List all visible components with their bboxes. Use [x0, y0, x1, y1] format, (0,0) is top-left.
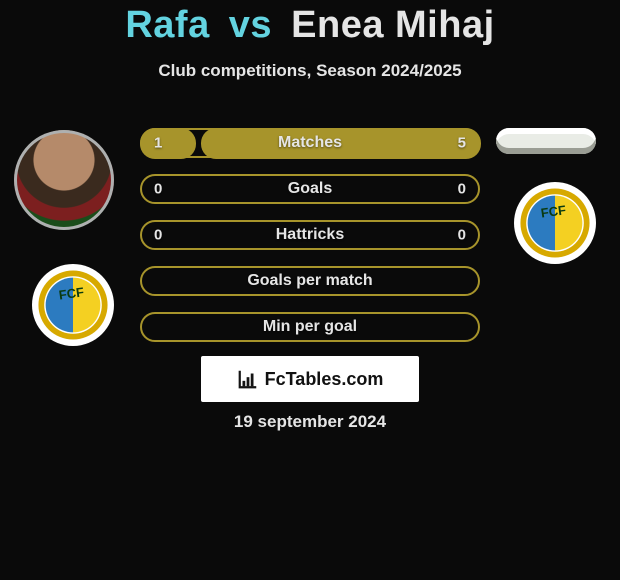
stat-value-right: 0 [458, 227, 466, 244]
date-text: 19 september 2024 [4, 412, 616, 432]
stat-row: 0 0 Hattricks [140, 220, 480, 250]
stat-value-right: 0 [458, 181, 466, 198]
player2-club-badge: FCF [514, 182, 596, 264]
stat-row: Goals per match [140, 266, 480, 296]
stat-row: 1 5 Matches [140, 128, 480, 158]
player2-avatar [496, 128, 596, 154]
stat-label: Min per goal [263, 318, 357, 336]
site-badge: FcTables.com [201, 356, 419, 402]
stats-panel: 1 5 Matches 0 0 Goals 0 0 Hattricks Goals per mat… [140, 128, 480, 358]
chart-icon [237, 368, 259, 390]
site-name: FcTables.com [265, 369, 384, 390]
stat-label: Goals per match [247, 272, 372, 290]
stat-row: 0 0 Goals [140, 174, 480, 204]
stat-label: Hattricks [276, 226, 344, 244]
player1-name: Rafa [125, 4, 209, 46]
stat-row: Min per goal [140, 312, 480, 342]
stat-value-right: 5 [458, 135, 466, 152]
subtitle: Club competitions, Season 2024/2025 [4, 61, 616, 81]
stat-value-left: 0 [154, 181, 162, 198]
player1-club-badge: FCF [32, 264, 114, 346]
vs-text: vs [229, 4, 272, 46]
stat-label: Matches [278, 134, 342, 152]
stat-value-left: 1 [154, 135, 162, 152]
stat-fill-left [140, 128, 196, 159]
page-title: Rafa vs Enea Mihaj [4, 4, 616, 47]
player2-name: Enea Mihaj [291, 4, 495, 46]
stat-value-left: 0 [154, 227, 162, 244]
stat-label: Goals [288, 180, 332, 198]
player1-avatar [14, 130, 114, 230]
